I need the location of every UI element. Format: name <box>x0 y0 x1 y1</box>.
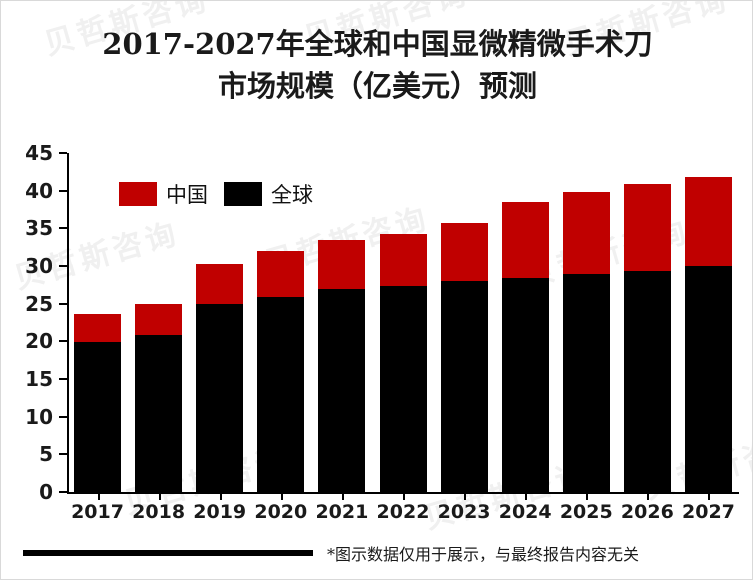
bar-segment-global[interactable] <box>379 285 427 492</box>
y-axis-tick <box>59 378 67 380</box>
y-axis-tick-label: 25 <box>25 291 53 316</box>
y-axis-tick <box>59 189 67 192</box>
chart-legend: 中国 全球 <box>119 179 313 209</box>
x-axis-tick-label: 2022 <box>376 501 430 523</box>
y-axis-tick <box>59 227 67 230</box>
bar-segment-global[interactable] <box>318 288 366 492</box>
x-axis-tick-label: 2026 <box>620 501 674 523</box>
chart-title-line-1: 2017-2027年全球和中国显微精微手术刀 <box>102 27 653 61</box>
bar-segment-global[interactable] <box>196 303 244 492</box>
bar-stack[interactable] <box>318 239 366 492</box>
chart-title-line-2: 市场规模（亿美元）预测 <box>217 69 537 104</box>
bar-segment-global[interactable] <box>623 270 671 492</box>
y-axis-tick <box>59 152 67 154</box>
bar-stack[interactable] <box>135 303 183 492</box>
y-axis-tick <box>59 491 67 493</box>
chart-title: 2017-2027年全球和中国显微精微手术刀 市场规模（亿美元）预测 <box>1 23 752 107</box>
bar-stack[interactable] <box>257 250 305 492</box>
bar-stack[interactable] <box>623 183 671 492</box>
x-axis-tick-label: 2017 <box>71 501 124 523</box>
bar-segment-china[interactable] <box>318 239 366 289</box>
chart-footer: *图示数据仅用于展示，与最终报告内容无关 <box>1 535 752 571</box>
x-axis-tick <box>647 492 650 500</box>
y-axis-tick <box>59 340 67 343</box>
x-axis-tick-label: 2024 <box>498 501 552 523</box>
legend-item-label: 中国 <box>166 183 208 207</box>
bar-segment-global[interactable] <box>135 334 183 492</box>
legend-swatch-china <box>119 182 157 206</box>
x-axis-tick <box>219 492 222 500</box>
bar-stack[interactable] <box>196 263 244 492</box>
x-axis-tick <box>464 492 467 500</box>
y-axis-tick <box>59 265 67 267</box>
x-axis-tick <box>403 492 405 500</box>
bar-stack[interactable] <box>501 201 549 492</box>
x-axis-tick-label: 2020 <box>254 501 308 523</box>
bar-segment-global[interactable] <box>562 273 610 492</box>
x-axis-tick <box>341 492 344 500</box>
bar-segment-china[interactable] <box>379 233 427 286</box>
bar-segment-global[interactable] <box>257 296 305 492</box>
y-axis-tick-label: 10 <box>25 404 53 429</box>
footer-note: *图示数据仅用于展示，与最终报告内容无关 <box>327 545 640 564</box>
bar-segment-global[interactable] <box>440 281 488 492</box>
y-axis-tick-label: 20 <box>25 329 53 354</box>
bar-segment-china[interactable] <box>440 223 488 282</box>
x-axis-tick-label: 2025 <box>559 501 613 523</box>
plot-area <box>59 152 739 500</box>
bar-stack[interactable] <box>684 177 732 492</box>
bar-segment-china[interactable] <box>562 192 610 274</box>
footer-rule <box>23 550 313 556</box>
bar-stack[interactable] <box>440 223 488 492</box>
y-axis-tick <box>59 302 67 305</box>
y-axis-labels: 45 40 35 30 25 20 15 10 5 0 <box>1 141 53 504</box>
bar-segment-china[interactable] <box>135 303 183 335</box>
x-axis-tick <box>708 492 711 500</box>
y-axis-tick-label: 15 <box>25 367 53 391</box>
y-axis-tick-label: 35 <box>25 216 53 241</box>
legend-item-label: 全球 <box>271 183 313 207</box>
x-axis-tick-label: 2023 <box>437 501 491 523</box>
x-axis-tick-label: 2027 <box>682 501 735 523</box>
y-axis-tick <box>59 415 67 418</box>
bar-segment-china[interactable] <box>74 314 122 343</box>
x-axis-tick-label: 2018 <box>132 501 186 523</box>
x-axis-tick <box>158 492 161 500</box>
bar-segment-china[interactable] <box>684 177 732 266</box>
legend-item[interactable]: 全球 <box>224 179 313 209</box>
legend-swatch-global <box>224 182 262 206</box>
y-axis-tick-label: 30 <box>25 254 53 278</box>
y-axis-tick-label: 45 <box>25 141 53 165</box>
bar-stack[interactable] <box>562 192 610 492</box>
y-axis-tick-label: 0 <box>39 480 53 504</box>
legend-item[interactable]: 中国 <box>119 179 208 209</box>
bar-stack[interactable] <box>379 233 427 492</box>
x-axis-tick <box>586 492 589 500</box>
bar-segment-china[interactable] <box>501 201 549 279</box>
x-axis-tick <box>525 492 528 500</box>
bar-segment-global[interactable] <box>684 266 732 492</box>
x-axis-tick-label: 2019 <box>193 501 247 523</box>
y-axis-tick-label: 5 <box>39 442 53 467</box>
y-axis-tick <box>59 453 67 456</box>
bar-segment-china[interactable] <box>623 183 671 271</box>
bar-segment-global[interactable] <box>74 342 122 492</box>
bar-segment-global[interactable] <box>501 278 549 492</box>
bar-segment-china[interactable] <box>257 250 305 297</box>
bar-segment-china[interactable] <box>196 263 244 304</box>
y-axis-line <box>67 153 69 492</box>
y-axis-tick-label: 40 <box>25 178 53 203</box>
x-axis-tick <box>97 492 100 500</box>
x-axis-tick <box>280 492 283 500</box>
bar-stack[interactable] <box>74 314 122 492</box>
x-axis-tick-label: 2021 <box>315 501 369 523</box>
